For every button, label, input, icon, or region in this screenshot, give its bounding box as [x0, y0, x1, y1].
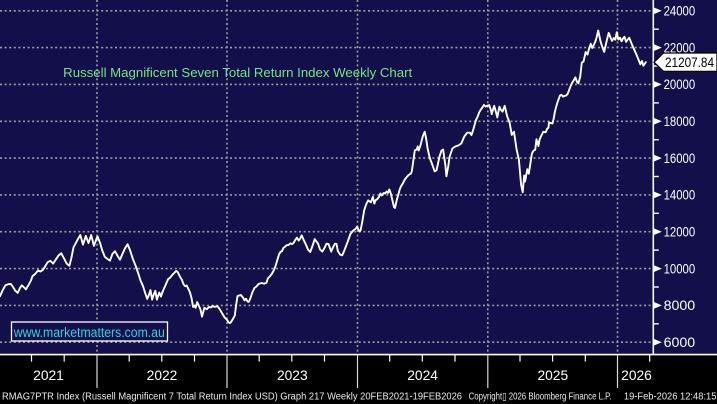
svg-text:16000: 16000: [664, 151, 696, 166]
svg-text:2021: 2021: [33, 368, 64, 383]
svg-text:18000: 18000: [664, 114, 696, 129]
svg-text:21207.84: 21207.84: [665, 55, 714, 70]
svg-text:10000: 10000: [664, 261, 696, 276]
svg-text:2024: 2024: [407, 368, 438, 383]
svg-text:6000: 6000: [664, 335, 696, 350]
svg-text:2025: 2025: [537, 368, 568, 383]
svg-text:RMAG7PTR Index (Russell Magnif: RMAG7PTR Index (Russell Magnificent 7 To…: [2, 392, 462, 403]
svg-text:19-Feb-2026 12:48:15: 19-Feb-2026 12:48:15: [624, 392, 717, 403]
svg-text:Russell Magnificent Seven Tota: Russell Magnificent Seven Total Return I…: [63, 65, 412, 80]
svg-text:22000: 22000: [664, 40, 696, 55]
svg-text:24000: 24000: [664, 4, 696, 19]
svg-text:12000: 12000: [664, 224, 696, 239]
svg-text:2022: 2022: [147, 368, 178, 383]
svg-text:www.marketmatters.com.au: www.marketmatters.com.au: [13, 325, 165, 341]
svg-text:2023: 2023: [277, 368, 308, 383]
svg-text:Copyright▯ 2026 Bloomberg Fina: Copyright▯ 2026 Bloomberg Finance L.P.: [469, 392, 612, 403]
svg-text:20000: 20000: [664, 77, 696, 92]
svg-text:2026: 2026: [621, 368, 652, 383]
svg-text:14000: 14000: [664, 188, 696, 203]
svg-text:8000: 8000: [664, 298, 696, 313]
